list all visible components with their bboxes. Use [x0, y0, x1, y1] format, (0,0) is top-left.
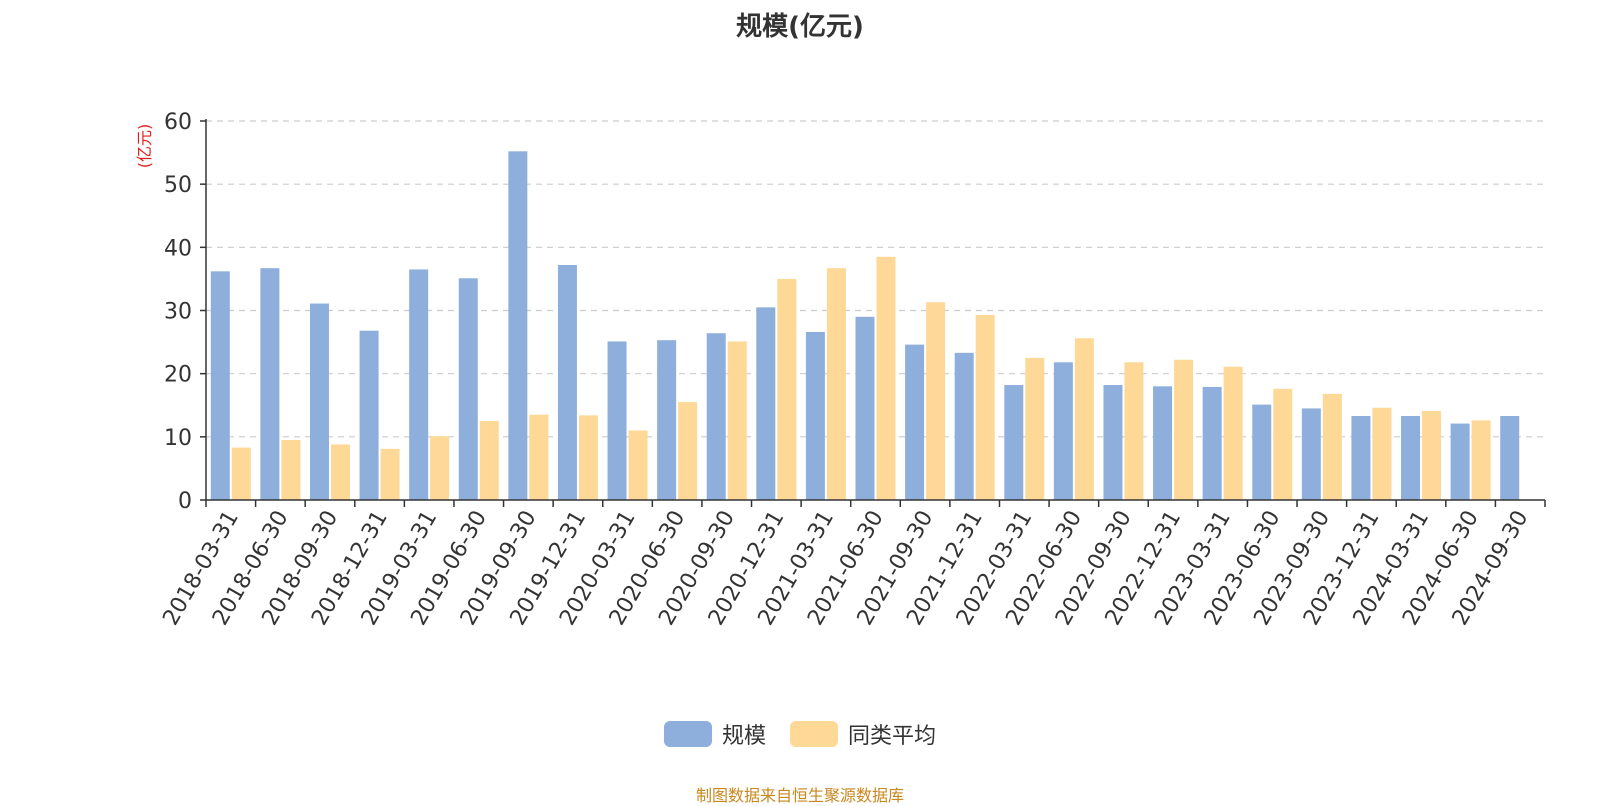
- bar-average: [628, 430, 648, 500]
- legend: 规模 同类平均: [0, 718, 1600, 750]
- data-source-note: 制图数据来自恒生聚源数据库: [695, 786, 904, 805]
- bar-average: [926, 302, 946, 500]
- bar-average: [1025, 357, 1045, 500]
- bar-scale: [409, 269, 429, 500]
- bar-average: [281, 439, 301, 500]
- bar-scale: [1401, 415, 1421, 500]
- bar-average: [727, 341, 747, 500]
- bar-average: [1124, 362, 1144, 500]
- bar-scale: [1301, 408, 1321, 500]
- bar-scale: [607, 341, 627, 500]
- y-tick-label: 10: [164, 426, 192, 451]
- bar-average: [578, 415, 598, 500]
- bar-scale: [1053, 362, 1073, 500]
- legend-item-average[interactable]: 同类平均: [790, 718, 936, 750]
- bar-scale: [260, 268, 280, 500]
- bar-scale: [805, 331, 825, 500]
- y-tick-label: 50: [164, 173, 192, 198]
- bar-average: [1074, 338, 1094, 500]
- legend-swatch-average: [790, 721, 838, 747]
- bar-scale: [210, 271, 230, 500]
- y-tick-label: 20: [164, 363, 192, 388]
- y-tick-label: 60: [164, 110, 192, 135]
- bar-average: [1471, 420, 1491, 500]
- bar-scale: [458, 278, 478, 500]
- bar-average: [1174, 359, 1194, 500]
- legend-item-scale[interactable]: 规模: [663, 718, 766, 750]
- bar-scale: [657, 340, 677, 500]
- bar-average: [1223, 366, 1243, 500]
- bar-average: [529, 414, 549, 500]
- y-tick-label: 30: [164, 300, 192, 325]
- bar-scale: [508, 151, 528, 500]
- axes: [200, 119, 1546, 507]
- y-axis-label: (亿元): [135, 124, 154, 169]
- bar-average: [1273, 388, 1293, 500]
- bar-scale: [1153, 386, 1173, 500]
- chart-title: 规模(亿元): [736, 12, 864, 42]
- legend-label-scale: 规模: [721, 724, 766, 749]
- bar-scale: [1103, 385, 1123, 500]
- bar-scale: [1450, 423, 1470, 500]
- bar-average: [231, 447, 251, 500]
- y-tick-label: 0: [178, 489, 192, 514]
- legend-swatch-scale: [663, 721, 712, 747]
- bar-average: [876, 256, 896, 500]
- bar-scale: [706, 333, 726, 500]
- bar-average: [479, 421, 499, 500]
- grid-lines: [206, 120, 1545, 438]
- bar-scale: [309, 303, 329, 500]
- bar-scale: [1351, 415, 1371, 500]
- bar-scale: [359, 330, 379, 500]
- legend-label-average: 同类平均: [848, 724, 937, 749]
- bar-scale: [1004, 385, 1024, 500]
- bar-average: [678, 402, 698, 500]
- bar-average: [1422, 410, 1442, 500]
- bar-scale: [1500, 415, 1520, 500]
- bar-average: [330, 444, 350, 500]
- bar-average: [430, 436, 450, 500]
- bar-scale: [756, 307, 776, 500]
- bar-scale: [905, 344, 925, 500]
- bar-average: [1372, 407, 1392, 500]
- bar-average: [777, 278, 797, 500]
- bar-scale: [557, 265, 577, 500]
- bar-scale: [1252, 404, 1272, 500]
- bar-scale: [954, 352, 974, 500]
- bar-average: [380, 448, 400, 500]
- bar-average: [975, 314, 995, 500]
- bar-scale: [855, 316, 875, 500]
- bars: [210, 151, 1520, 500]
- bar-average: [1322, 393, 1342, 500]
- y-tick-label: 40: [164, 236, 192, 261]
- bar-scale: [1202, 386, 1222, 500]
- bar-average: [826, 268, 846, 500]
